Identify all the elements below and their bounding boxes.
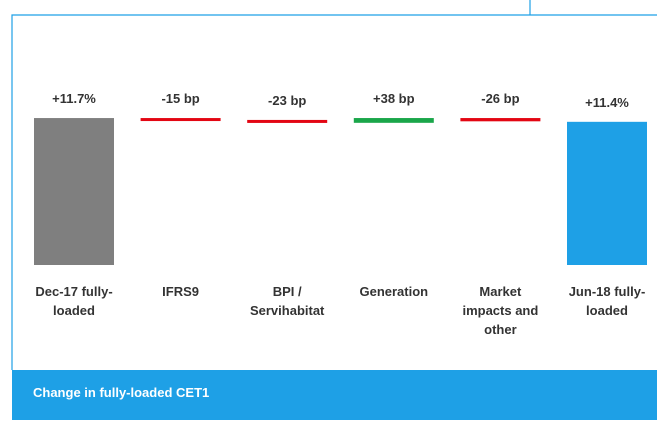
delta-bar <box>353 118 434 123</box>
total-bar <box>567 121 647 265</box>
value-label: +38 bp <box>373 91 415 106</box>
x-tick-label: Generation <box>359 284 429 299</box>
footer-band <box>12 370 657 420</box>
delta-bar <box>247 119 328 123</box>
x-tick-label: BPI / Servihabitat <box>249 284 325 318</box>
x-tick-label: Jun-18 fully-loaded <box>568 284 646 318</box>
chart-title: Change in fully-loaded CET1 <box>33 385 210 400</box>
value-label: -26 bp <box>481 91 519 106</box>
delta-bar <box>140 118 221 122</box>
value-label: -23 bp <box>268 93 306 108</box>
total-bar <box>34 118 114 265</box>
x-tick-label: IFRS9 <box>162 284 200 299</box>
frame <box>11 0 657 370</box>
x-tick-label: Market impacts and other <box>462 284 539 337</box>
value-label: +11.4% <box>585 95 629 110</box>
delta-bar <box>460 118 541 122</box>
value-label: +11.7% <box>52 91 96 106</box>
x-tick-label: Dec-17 fully-loaded <box>35 284 113 318</box>
value-label: -15 bp <box>161 91 199 106</box>
